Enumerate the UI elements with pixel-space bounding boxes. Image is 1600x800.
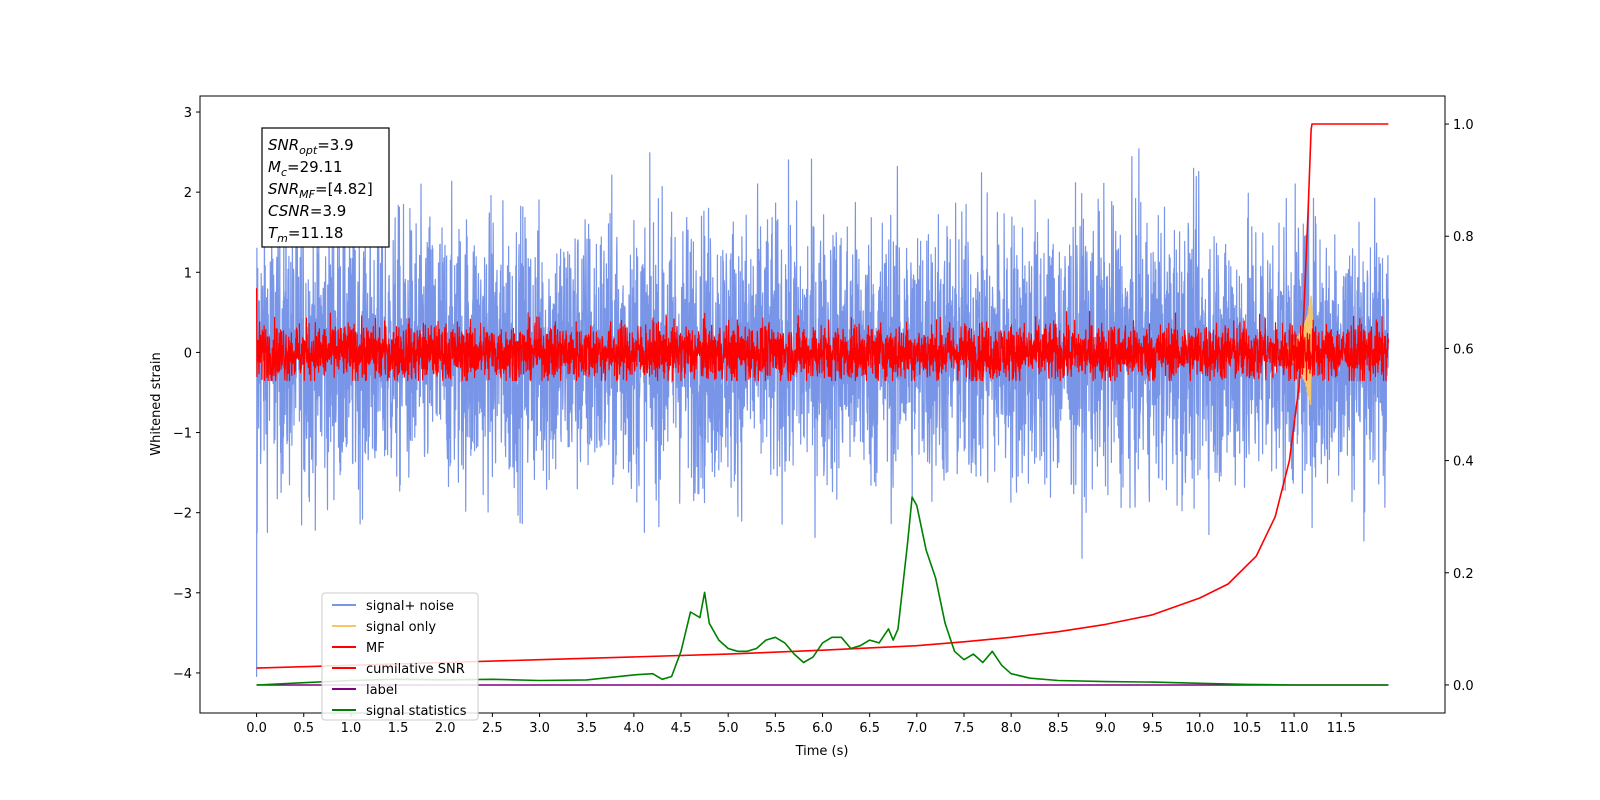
y-tick-label: 1: [184, 266, 192, 281]
x-tick-label: 5.5: [765, 721, 786, 736]
x-tick-label: 0.0: [246, 721, 267, 736]
legend: signal+ noise signal only MF cumilative SNR…: [321, 592, 479, 721]
x-tick-label: 6.5: [859, 721, 880, 736]
x-tick-label: 1.5: [388, 721, 409, 736]
x-tick-label: 3.0: [529, 721, 550, 736]
annotation-frame: [261, 127, 390, 248]
y-axis-left: 3 2 1 0 −1 −2 −3 −4: [173, 106, 200, 682]
series-mf: [256, 288, 1389, 382]
annotation-symbol: M: [268, 158, 281, 176]
x-tick-label: 6.0: [812, 721, 833, 736]
annotation-subscript: c: [281, 166, 287, 179]
annotation-subscript: m: [277, 232, 288, 245]
y-axis-label: Whitened strain: [149, 352, 164, 455]
y-tick-label: 0: [184, 346, 192, 361]
annotation-value: =29.11: [287, 158, 343, 176]
series-signal-statistics: [256, 496, 1389, 686]
x-tick-label: 0.5: [293, 721, 314, 736]
annotation-symbol: CSNR: [268, 202, 310, 220]
legend-label-signal-statistics: signal statistics: [366, 704, 467, 719]
annotation-line: Tm=11.18: [268, 224, 343, 245]
x-tick-label: 4.5: [671, 721, 692, 736]
annotation-subscript: opt: [299, 144, 318, 157]
x-axis-label: Time (s): [795, 744, 849, 759]
annotation-line: SNRMF=[4.82]: [268, 180, 373, 201]
y-tick-label: −4: [173, 667, 192, 682]
annotation-symbol: T: [268, 224, 279, 242]
annotation-value: =3.9: [310, 202, 346, 220]
legend-frame: [321, 592, 479, 721]
legend-label-signal-noise: signal+ noise: [366, 599, 454, 614]
annotation-value: =11.18: [288, 224, 344, 242]
y-tick-label: −3: [173, 587, 192, 602]
series-cumilative-snr: [256, 123, 1389, 669]
x-tick-label: 8.0: [1001, 721, 1022, 736]
annotation-subscript: MF: [299, 188, 315, 201]
x-tick-label: 2.5: [482, 721, 503, 736]
y2-tick-label: 1.0: [1453, 118, 1474, 133]
annotation-line: CSNR=3.9: [268, 202, 346, 220]
annotation-line: Mc=29.11: [268, 158, 343, 179]
legend-label-mf: MF: [366, 641, 385, 656]
y2-tick-label: 0.2: [1453, 567, 1474, 582]
legend-label-signal-only: signal only: [366, 620, 436, 635]
y2-tick-label: 0.4: [1453, 455, 1474, 470]
annotation-value: =3.9: [317, 136, 353, 154]
annotation-value: =[4.82]: [315, 180, 373, 198]
x-tick-label: 9.0: [1095, 721, 1116, 736]
x-tick-label: 11.0: [1280, 721, 1309, 736]
x-tick-label: 3.5: [576, 721, 597, 736]
x-tick-label: 10.0: [1185, 721, 1214, 736]
series-signal-noise: [256, 148, 1389, 677]
x-axis: 0.0 0.5 1.0 1.5 2.0 2.5 3.0 3.5 4.0 4.5 5.0 5.5 6.0 6…: [246, 713, 1356, 736]
y-tick-label: 3: [184, 106, 192, 121]
y-tick-label: 2: [184, 186, 192, 201]
legend-label-label: label: [366, 683, 397, 698]
x-tick-label: 7.5: [954, 721, 975, 736]
x-tick-label: 8.5: [1048, 721, 1069, 736]
x-tick-label: 11.5: [1327, 721, 1356, 736]
annotation-line: SNRopt=3.9: [268, 136, 354, 157]
y-tick-label: −2: [173, 507, 192, 522]
annotation-box: SNRopt=3.9Mc=29.11SNRMF=[4.82]CSNR=3.9Tm…: [261, 127, 390, 248]
x-tick-label: 2.0: [435, 721, 456, 736]
x-tick-label: 4.0: [624, 721, 645, 736]
y-tick-label: −1: [173, 427, 192, 442]
y2-tick-label: 0.0: [1453, 679, 1474, 694]
series-layer: [256, 123, 1389, 686]
x-tick-label: 5.0: [718, 721, 739, 736]
x-tick-label: 1.0: [341, 721, 362, 736]
y2-tick-label: 0.8: [1453, 230, 1474, 245]
x-tick-label: 9.5: [1142, 721, 1163, 736]
y2-tick-label: 0.6: [1453, 342, 1474, 357]
x-tick-label: 10.5: [1232, 721, 1261, 736]
annotation-symbol: SNR: [268, 180, 299, 198]
x-tick-label: 7.0: [906, 721, 927, 736]
annotation-symbol: SNR: [268, 136, 299, 154]
legend-label-cumilative-snr: cumilative SNR: [366, 662, 465, 677]
y-axis-right: 1.0 0.8 0.6 0.4 0.2 0.0: [1445, 118, 1474, 694]
